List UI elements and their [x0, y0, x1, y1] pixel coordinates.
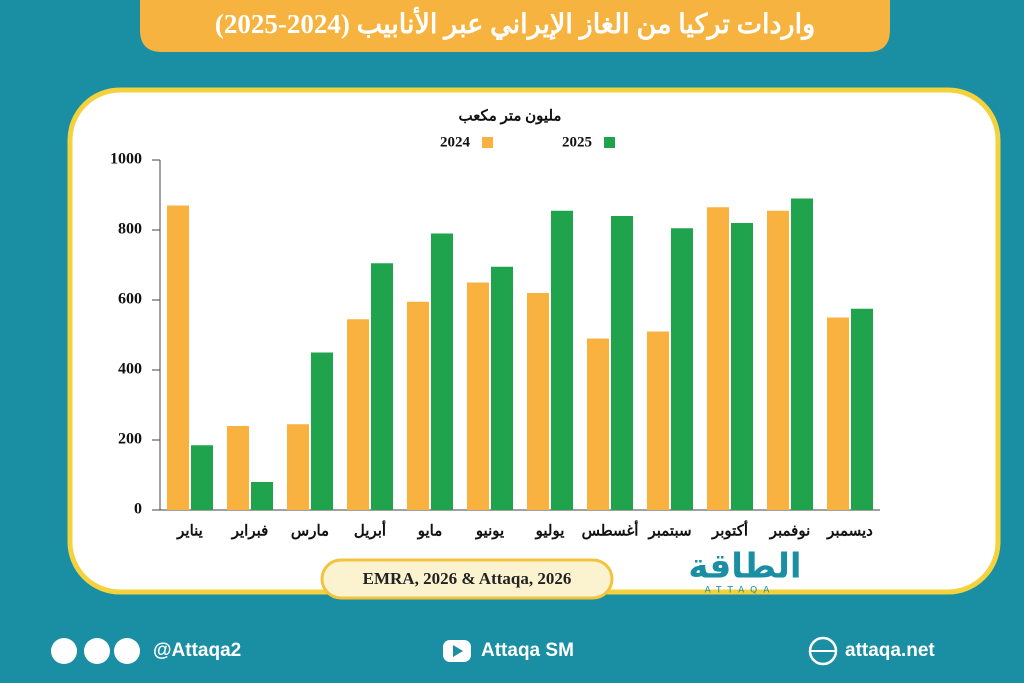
y-tick-label: 400 — [118, 361, 142, 378]
x-tick-label: يناير — [176, 523, 203, 539]
x-tick-label: ديسمبر — [826, 523, 873, 539]
bar — [251, 482, 273, 510]
bar — [551, 210, 573, 510]
y-tick-label: 200 — [118, 431, 142, 448]
x-tick-label: مايو — [417, 523, 443, 539]
bar — [227, 426, 249, 510]
bar — [791, 198, 813, 510]
bar — [467, 282, 489, 510]
x-tick-label: فبراير — [231, 523, 269, 539]
bar — [527, 293, 549, 510]
bar — [347, 319, 369, 510]
bar — [671, 228, 693, 510]
bar — [731, 223, 753, 510]
logo-name: الطاقة — [688, 547, 801, 587]
legend-label: 2025 — [562, 134, 592, 150]
bar — [431, 233, 453, 510]
x-tick-label: مارس — [291, 523, 329, 539]
y-tick-label: 1000 — [110, 151, 142, 168]
y-axis-label: مليون متر مكعب — [459, 108, 562, 124]
x-tick-label: يونيو — [475, 523, 504, 539]
y-tick-label: 800 — [118, 221, 142, 238]
x-tick-label: أغسطس — [582, 519, 639, 539]
chart-title: واردات تركيا من الغاز الإيراني عبر الأنا… — [215, 7, 815, 41]
source-box — [320, 558, 614, 600]
bar — [767, 210, 789, 510]
x-tick-label: نوفمبر — [769, 523, 811, 539]
bar — [287, 424, 309, 510]
footer-youtube: Attaqa SM — [481, 640, 574, 661]
bar — [587, 338, 609, 510]
legend-swatch — [482, 137, 493, 148]
bar — [167, 205, 189, 510]
footer-website: attaqa.net — [845, 640, 935, 661]
bar — [491, 266, 513, 510]
legend-swatch — [604, 137, 615, 148]
bar — [311, 352, 333, 510]
x-tick-label: سبتمبر — [647, 523, 691, 539]
x-tick-label: أبريل — [354, 519, 386, 539]
logo-latin: ATTAQA — [705, 586, 776, 596]
title-banner — [140, 0, 890, 52]
bar — [191, 445, 213, 510]
y-tick-label: 600 — [118, 291, 142, 308]
bar — [647, 331, 669, 510]
bar — [707, 207, 729, 510]
social-icons — [51, 636, 838, 666]
x-icon — [51, 638, 77, 664]
legend-label: 2024 — [440, 134, 471, 150]
y-tick-label: 0 — [134, 501, 142, 518]
source: EMRA, 2026 & Attaqa, 2026 — [363, 569, 572, 588]
facebook-icon — [114, 638, 140, 664]
x-tick-label: يوليو — [535, 523, 565, 539]
instagram-icon — [84, 638, 110, 664]
footer-social: @Attaqa2 — [153, 640, 241, 661]
bar — [611, 216, 633, 510]
bar — [851, 308, 873, 510]
bar — [407, 301, 429, 510]
x-tick-label: أكتوبر — [711, 519, 748, 539]
bar — [827, 317, 849, 510]
play-icon — [453, 645, 463, 657]
bar — [371, 263, 393, 510]
